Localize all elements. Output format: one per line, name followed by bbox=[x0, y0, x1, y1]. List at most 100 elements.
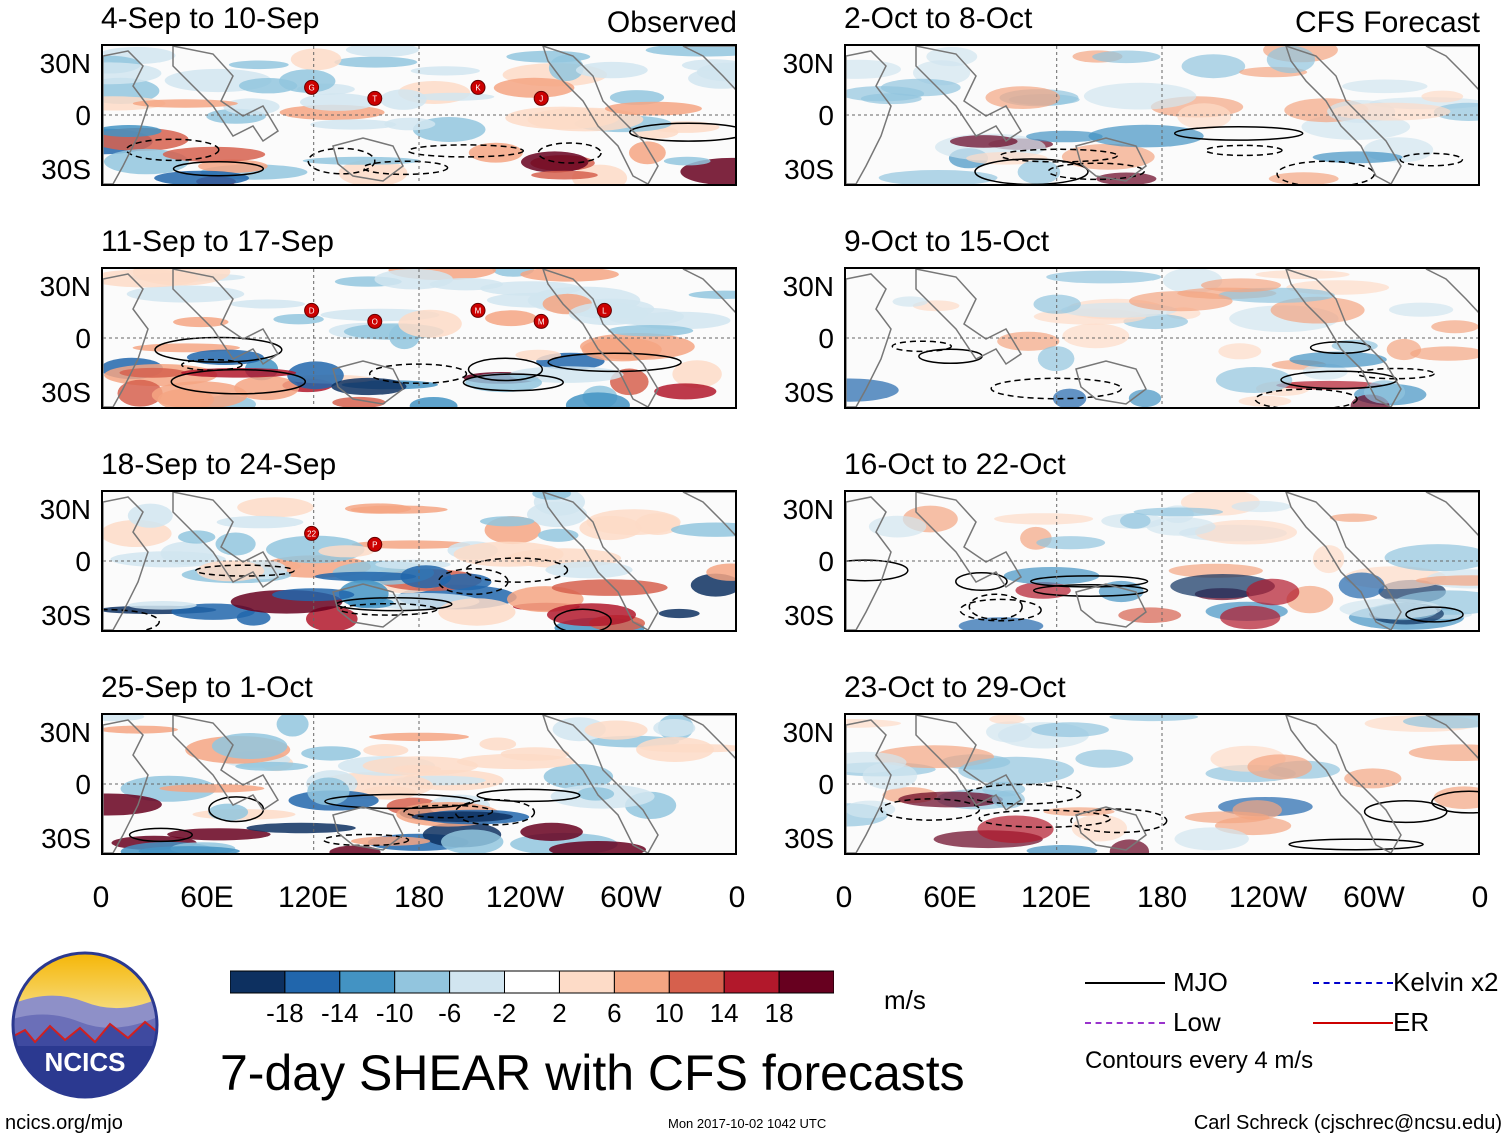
shear-shading-cell bbox=[103, 725, 178, 734]
shear-shading-cell bbox=[515, 349, 562, 361]
shear-map-panel bbox=[844, 44, 1480, 186]
shear-shading-cell bbox=[565, 392, 630, 407]
coastline bbox=[103, 50, 149, 184]
shear-shading-cell bbox=[103, 793, 162, 816]
mjo-contour bbox=[968, 593, 1023, 620]
shear-shading-cell bbox=[1026, 845, 1098, 853]
shear-shading-cell bbox=[1289, 351, 1387, 368]
shear-shading-cell bbox=[688, 68, 735, 89]
shear-shading-cell bbox=[1003, 567, 1100, 585]
mjo-contour bbox=[181, 358, 243, 371]
coastline bbox=[1425, 715, 1478, 759]
lon-tick-label: 0 bbox=[1471, 881, 1489, 914]
storm-label: M bbox=[475, 306, 482, 315]
shear-shading-cell bbox=[672, 360, 722, 388]
mjo-contour bbox=[959, 598, 1042, 622]
column-tag: CFS Forecast bbox=[1294, 6, 1480, 39]
mjo-contour bbox=[462, 373, 564, 392]
colorbar-tick-label: -14 bbox=[321, 998, 359, 1028]
shear-shading-cell bbox=[1201, 278, 1281, 293]
shear-shading-cell bbox=[159, 784, 265, 793]
panel-title: 9-Oct to 15-Oct bbox=[844, 225, 1050, 258]
shear-field bbox=[103, 715, 735, 853]
shear-shading-cell bbox=[413, 92, 495, 101]
shear-shading-cell bbox=[127, 503, 173, 528]
tropical-cyclone-marker: T bbox=[367, 90, 383, 106]
mjo-contour bbox=[547, 352, 682, 373]
lat-tick-label: 0 bbox=[818, 323, 834, 354]
shear-shading-cell bbox=[334, 56, 418, 68]
shear-shading-cell bbox=[977, 815, 1054, 844]
shear-shading-cell bbox=[453, 541, 564, 567]
colorbar bbox=[229, 970, 835, 1001]
shear-shading-cell bbox=[479, 737, 517, 751]
tropical-cyclone-marker: P bbox=[367, 536, 383, 552]
coastline bbox=[1285, 46, 1402, 184]
footer-url[interactable]: ncics.org/mjo bbox=[5, 1112, 123, 1134]
shear-shading-cell bbox=[584, 720, 648, 740]
legend-line-kelvin bbox=[1313, 982, 1393, 984]
units-label: m/s bbox=[884, 985, 926, 1015]
mjo-contour bbox=[407, 144, 525, 158]
shear-shading-cell bbox=[579, 515, 642, 541]
mjo-contour bbox=[1363, 800, 1448, 824]
storm-label: P bbox=[372, 540, 377, 549]
shear-shading-cell bbox=[410, 66, 480, 76]
shear-shading-cell bbox=[1331, 339, 1378, 352]
shear-shading-cell bbox=[1415, 575, 1478, 586]
colorbar-swatch bbox=[394, 970, 451, 994]
legend-line-er bbox=[1313, 1022, 1393, 1024]
colorbar-tick-label: 14 bbox=[709, 998, 739, 1028]
shear-shading-cell bbox=[950, 135, 1018, 148]
coastline bbox=[542, 269, 659, 407]
shear-shading-cell bbox=[162, 146, 266, 162]
colorbar-tick-label: 18 bbox=[764, 998, 794, 1028]
shear-shading-cell bbox=[379, 89, 427, 110]
shear-shading-cell bbox=[398, 309, 462, 338]
footer-author: Carl Schreck (cjschrec@ncsu.edu) bbox=[1193, 1112, 1502, 1134]
shear-shading-cell bbox=[393, 765, 442, 773]
shear-shading-cell bbox=[1270, 296, 1365, 324]
mjo-contour bbox=[465, 557, 569, 583]
colorbar-swatch bbox=[229, 970, 286, 994]
storm-label: 22 bbox=[307, 529, 316, 538]
storm-label: M bbox=[538, 317, 545, 326]
shear-shading-cell bbox=[547, 603, 636, 627]
panel-title: 16-Oct to 22-Oct bbox=[844, 448, 1066, 481]
shear-shading-cell bbox=[627, 311, 731, 330]
lat-tick-label: 30S bbox=[784, 823, 834, 854]
lat-tick-label: 30S bbox=[41, 377, 91, 408]
shear-shading-cell bbox=[543, 764, 614, 790]
tropical-cyclone-marker: M bbox=[470, 302, 486, 318]
shear-shading-cell bbox=[994, 513, 1094, 525]
coastline bbox=[103, 496, 149, 630]
shear-shading-cell bbox=[314, 571, 417, 582]
shear-shading-cell bbox=[103, 125, 162, 137]
shear-shading-cell bbox=[441, 829, 504, 853]
lat-tick-label: 0 bbox=[818, 100, 834, 131]
shear-shading-cell bbox=[1071, 814, 1127, 842]
shear-shading-cell bbox=[1220, 605, 1281, 630]
shear-shading-cell bbox=[178, 530, 216, 544]
shear-shading-cell bbox=[235, 761, 309, 771]
shear-shading-cell bbox=[1177, 103, 1232, 130]
coastline bbox=[1425, 492, 1478, 536]
colorbar-swatch bbox=[284, 970, 341, 994]
shear-map-panel bbox=[101, 713, 737, 855]
mjo-contour bbox=[172, 161, 265, 177]
shear-shading-cell bbox=[228, 60, 289, 70]
panel-title: 4-Sep to 10-Sep bbox=[101, 2, 320, 35]
shear-shading-cell bbox=[211, 733, 288, 759]
shear-field bbox=[846, 269, 1478, 407]
shear-shading-cell bbox=[609, 90, 665, 105]
shear-shading-cell bbox=[846, 800, 896, 819]
shear-shading-cell bbox=[868, 515, 927, 538]
shear-shading-cell bbox=[846, 751, 907, 773]
shear-field bbox=[846, 492, 1478, 630]
tropical-cyclone-marker: K bbox=[470, 79, 486, 95]
colorbar-tick-label: 2 bbox=[552, 998, 567, 1028]
shear-shading-cell bbox=[1238, 395, 1292, 407]
colorbar-tick-label: -18 bbox=[266, 998, 304, 1028]
coastline bbox=[682, 715, 735, 759]
mjo-contour bbox=[476, 788, 581, 803]
